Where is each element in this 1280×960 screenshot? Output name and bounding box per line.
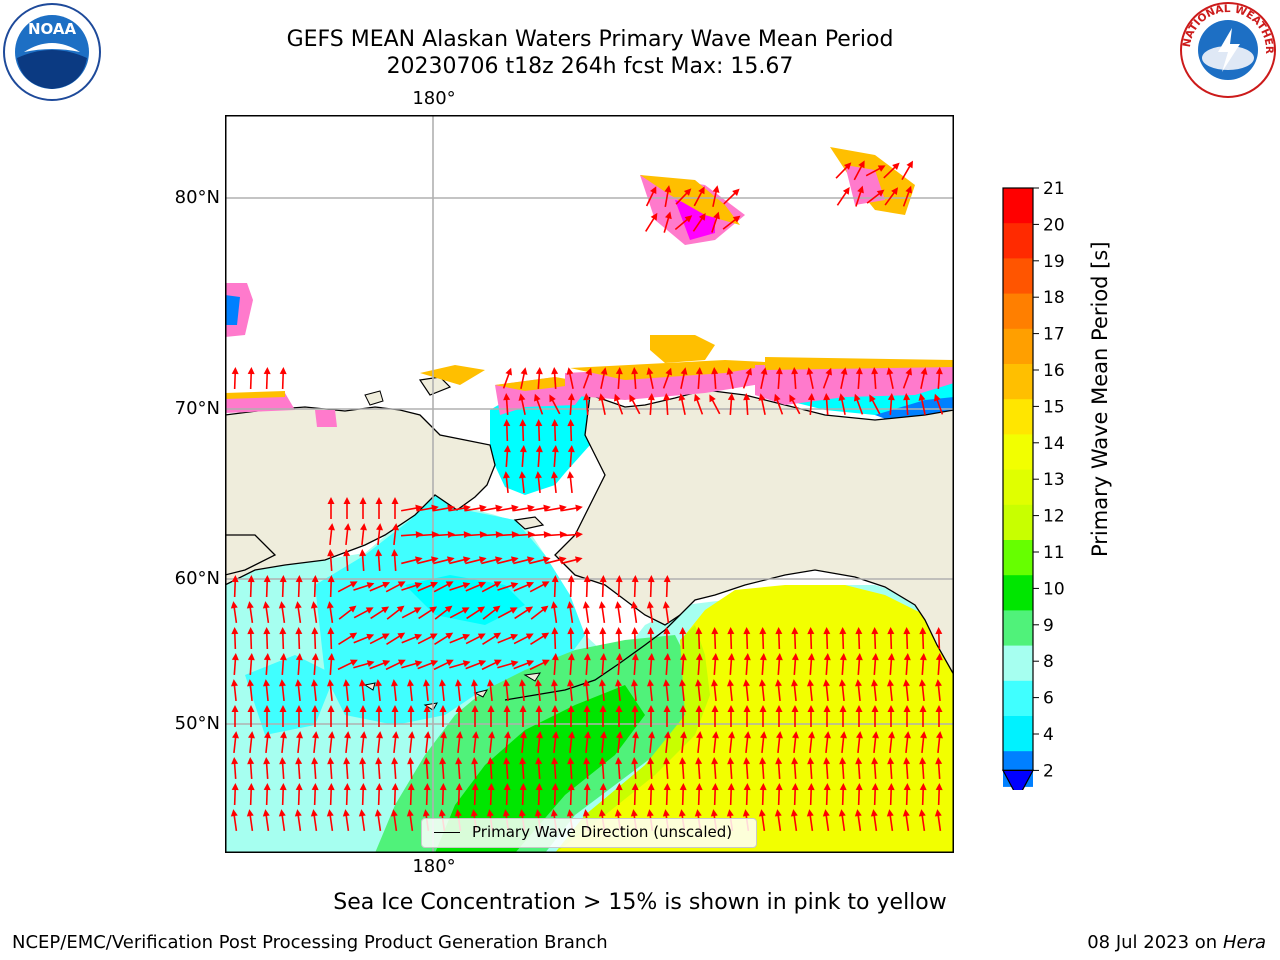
colorbar-tick-label: 21 xyxy=(1043,179,1065,199)
colorbar-tick-label: 8 xyxy=(1043,652,1054,672)
colorbar-segment xyxy=(1003,434,1033,471)
legend-label: Primary Wave Direction (unscaled) xyxy=(472,823,733,841)
colorbar-tick-label: 19 xyxy=(1043,252,1065,272)
chart-title: GEFS MEAN Alaskan Waters Primary Wave Me… xyxy=(286,27,894,52)
colorbar-segment xyxy=(1003,680,1033,717)
lat-label-50: 50°N xyxy=(174,713,220,734)
footnote: Sea Ice Concentration > 15% is shown in … xyxy=(333,890,947,915)
colorbar-title-wrap: Primary Wave Mean Period [s] xyxy=(1010,241,1190,557)
colorbar-segment xyxy=(1003,328,1033,365)
colorbar: 21 20 19 18 17 16 15 14 13 12 11 10 9 8 6 4 2 xyxy=(980,170,1070,800)
colorbar-tick-label: 14 xyxy=(1043,434,1065,454)
colorbar-segment xyxy=(1003,610,1033,647)
colorbar-tick-label: 17 xyxy=(1043,325,1065,345)
wave-direction-arrows xyxy=(230,160,944,832)
chart-subtitle: 20230706 t18z 264h fcst Max: 15.67 xyxy=(386,54,794,79)
colorbar-tick-label: 6 xyxy=(1043,689,1054,709)
colorbar-segment xyxy=(1003,188,1033,224)
colorbar-segment xyxy=(1003,469,1033,506)
graticule xyxy=(225,115,954,853)
svg-text:NOAA: NOAA xyxy=(28,20,77,38)
colorbar-segment xyxy=(1003,645,1033,682)
colorbar-tick-label: 10 xyxy=(1043,579,1065,599)
noaa-logo: NOAA xyxy=(3,3,101,101)
colorbar-tick-label: 18 xyxy=(1043,288,1065,308)
colorbar-tick-label: 16 xyxy=(1043,361,1065,381)
lat-label-70: 70°N xyxy=(174,398,220,419)
legend-line xyxy=(434,832,460,833)
colorbar-tick-label: 13 xyxy=(1043,470,1065,490)
colorbar-segment xyxy=(1003,540,1033,576)
nws-logo: NATIONAL WEATHER SERVICE xyxy=(1178,0,1276,98)
colorbar-scale: 21 20 19 18 17 16 15 14 13 12 11 10 9 8 6 4 2 xyxy=(1001,179,1065,800)
colorbar-tick-label: 4 xyxy=(1043,725,1054,745)
map-panel xyxy=(225,115,954,853)
colorbar-segment xyxy=(1003,293,1033,330)
lat-label-80: 80°N xyxy=(174,187,220,208)
machine-name: Hera xyxy=(1222,932,1266,953)
colorbar-segment xyxy=(1003,575,1033,611)
colorbar-segment xyxy=(1003,364,1033,400)
colorbar-segment xyxy=(1003,223,1033,259)
map-legend: Primary Wave Direction (unscaled) xyxy=(421,818,757,848)
colorbar-tick-label: 9 xyxy=(1043,616,1054,636)
render-date: 08 Jul 2023 on Hera xyxy=(1087,932,1266,953)
lat-label-60: 60°N xyxy=(174,568,220,589)
colorbar-segment xyxy=(1003,716,1033,752)
colorbar-tick-label: 15 xyxy=(1043,397,1065,417)
colorbar-segment xyxy=(1003,399,1033,435)
map-canvas xyxy=(225,115,954,853)
colorbar-segment xyxy=(1003,258,1033,295)
siberia-land xyxy=(225,406,496,586)
colorbar-tick-label: 11 xyxy=(1043,543,1065,563)
colorbar-title: Primary Wave Mean Period [s] xyxy=(1088,241,1112,557)
lon-label-top: 180° xyxy=(412,88,456,109)
colorbar-tick-label: 12 xyxy=(1043,507,1065,527)
colorbar-segment xyxy=(1003,504,1033,541)
credit: NCEP/EMC/Verification Post Processing Pr… xyxy=(12,932,608,953)
chukchi-sea-field xyxy=(490,390,590,495)
colorbar-tick-label: 20 xyxy=(1043,215,1065,235)
lon-label-bottom: 180° xyxy=(412,856,456,877)
colorbar-tick-label: 2 xyxy=(1043,761,1054,781)
